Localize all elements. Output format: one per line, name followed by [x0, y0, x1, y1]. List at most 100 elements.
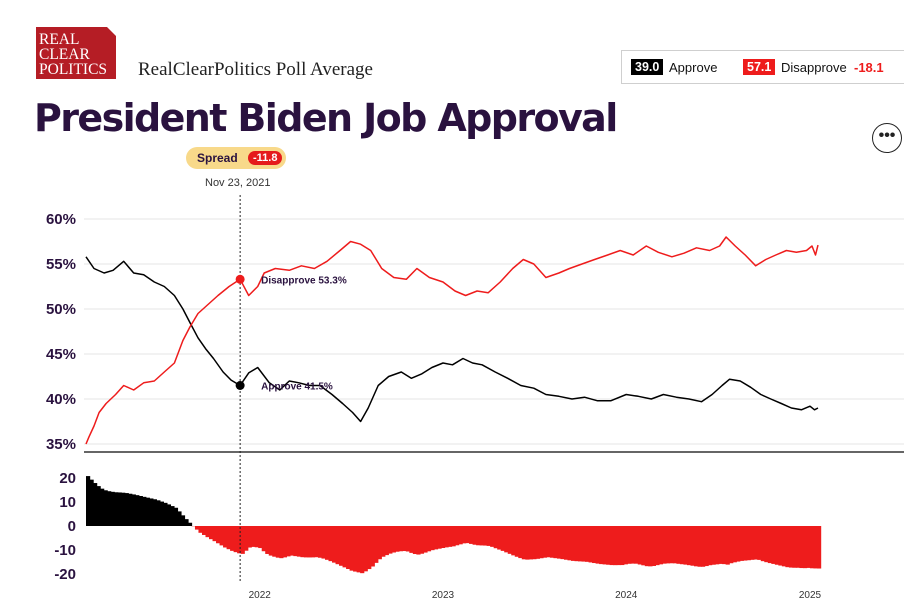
- spread-bar: [722, 526, 727, 565]
- spread-bar: [672, 526, 678, 564]
- spread-bar: [490, 526, 495, 547]
- spread-bar: [542, 526, 548, 558]
- spread-bar: [135, 495, 140, 526]
- spread-bar: [166, 504, 172, 526]
- spread-bar: [240, 526, 245, 554]
- spread-bar: [356, 526, 361, 573]
- spread-bar: [187, 522, 193, 526]
- spread-bar: [300, 526, 305, 558]
- spread-bar: [233, 526, 238, 553]
- spread-bar: [778, 526, 783, 566]
- spread-bar: [381, 526, 386, 557]
- rcp-logo[interactable]: REAL CLEAR POLITICS: [36, 27, 116, 79]
- spread-bar: [447, 526, 453, 547]
- y-tick-label: 40%: [46, 391, 76, 408]
- spread-bar: [237, 526, 242, 554]
- spread-bar: [272, 526, 277, 557]
- y-tick-label: 55%: [46, 256, 76, 273]
- spread-bar: [757, 526, 762, 560]
- spread-bar: [145, 497, 150, 526]
- spread-bar: [307, 526, 312, 558]
- spread-bar: [156, 500, 161, 526]
- y-tick-label: 35%: [46, 436, 76, 453]
- spread-bar: [511, 526, 516, 556]
- logo-corner: [107, 27, 116, 36]
- spread-bar: [479, 526, 484, 546]
- spread-bar: [437, 526, 442, 549]
- spread-bar: [648, 526, 653, 567]
- spread-bar: [124, 493, 129, 526]
- spread-bar: [563, 526, 569, 560]
- spread-bar: [781, 526, 787, 567]
- spread-bar: [251, 526, 256, 547]
- spread-bar: [725, 526, 730, 565]
- spread-bar: [279, 526, 284, 559]
- spread-bar: [500, 526, 505, 551]
- spread-bar: [100, 488, 105, 526]
- spread-bar: [426, 526, 432, 552]
- spread-bar: [627, 526, 632, 564]
- spread-bar: [578, 526, 583, 562]
- spread-bar: [634, 526, 639, 564]
- y-tick-label: 45%: [46, 346, 76, 363]
- logo-line-2: CLEAR: [39, 46, 90, 63]
- legend-approve-label: Approve: [669, 60, 718, 75]
- spread-bar: [419, 526, 425, 554]
- spread-bar: [753, 526, 758, 560]
- spread-bar: [507, 526, 512, 554]
- logo-line-3: POLITICS: [39, 61, 108, 78]
- spread-bar: [433, 526, 439, 550]
- spread-bar: [683, 526, 688, 565]
- spread-bar: [131, 494, 136, 526]
- spread-bar: [282, 526, 288, 558]
- spread-bar: [806, 526, 811, 568]
- spread-bar: [613, 526, 618, 566]
- spread-bar: [444, 526, 449, 548]
- spread-bar: [409, 526, 414, 553]
- spread-bar: [416, 526, 421, 555]
- spread-bar: [616, 526, 621, 566]
- spread-bar: [739, 526, 744, 561]
- bottom-y-axis: 20 10 0 -10 -20: [54, 470, 76, 583]
- spread-bar: [223, 526, 228, 548]
- legend-disapprove-label: Disapprove: [781, 60, 847, 75]
- spread-bar: [293, 526, 298, 557]
- spread-bar: [535, 526, 541, 559]
- spread-bar: [265, 526, 270, 554]
- spread-bar: [679, 526, 685, 565]
- spread-bar: [493, 526, 498, 549]
- spread-bar: [813, 526, 818, 569]
- spread-bar: [686, 526, 692, 566]
- y-tick-label: 20: [59, 470, 76, 487]
- spread-bar: [455, 526, 460, 546]
- y-tick-label: 50%: [46, 301, 76, 318]
- spread-bar: [289, 526, 295, 556]
- spread-bar: [518, 526, 523, 559]
- spread-bar: [764, 526, 769, 563]
- spread-label: Spread: [197, 151, 238, 165]
- spread-bar: [693, 526, 699, 567]
- spread-bar: [732, 526, 737, 563]
- more-options-button[interactable]: •••: [872, 123, 902, 153]
- spread-bar: [528, 526, 534, 560]
- spread-bar: [423, 526, 428, 553]
- y-tick-label: 0: [68, 518, 76, 535]
- spread-bar: [268, 526, 273, 556]
- spread-bar: [465, 526, 470, 544]
- spread-bar: [521, 526, 526, 560]
- spread-bar: [567, 526, 572, 561]
- y-tick-label: 60%: [46, 211, 76, 228]
- series-lines: [85, 236, 819, 445]
- spread-bar: [395, 526, 400, 552]
- spread-bar: [788, 526, 794, 568]
- spread-bar: [89, 479, 94, 526]
- spread-bar: [651, 526, 657, 566]
- x-tick-label: 2025: [799, 590, 822, 600]
- disapprove-hover-label: Disapprove 53.3%: [261, 275, 347, 286]
- spread-bar: [760, 526, 765, 562]
- spread-bar: [676, 526, 681, 564]
- spread-bar: [750, 526, 755, 560]
- spread-bar: [546, 526, 551, 558]
- spread-bar: [476, 526, 481, 546]
